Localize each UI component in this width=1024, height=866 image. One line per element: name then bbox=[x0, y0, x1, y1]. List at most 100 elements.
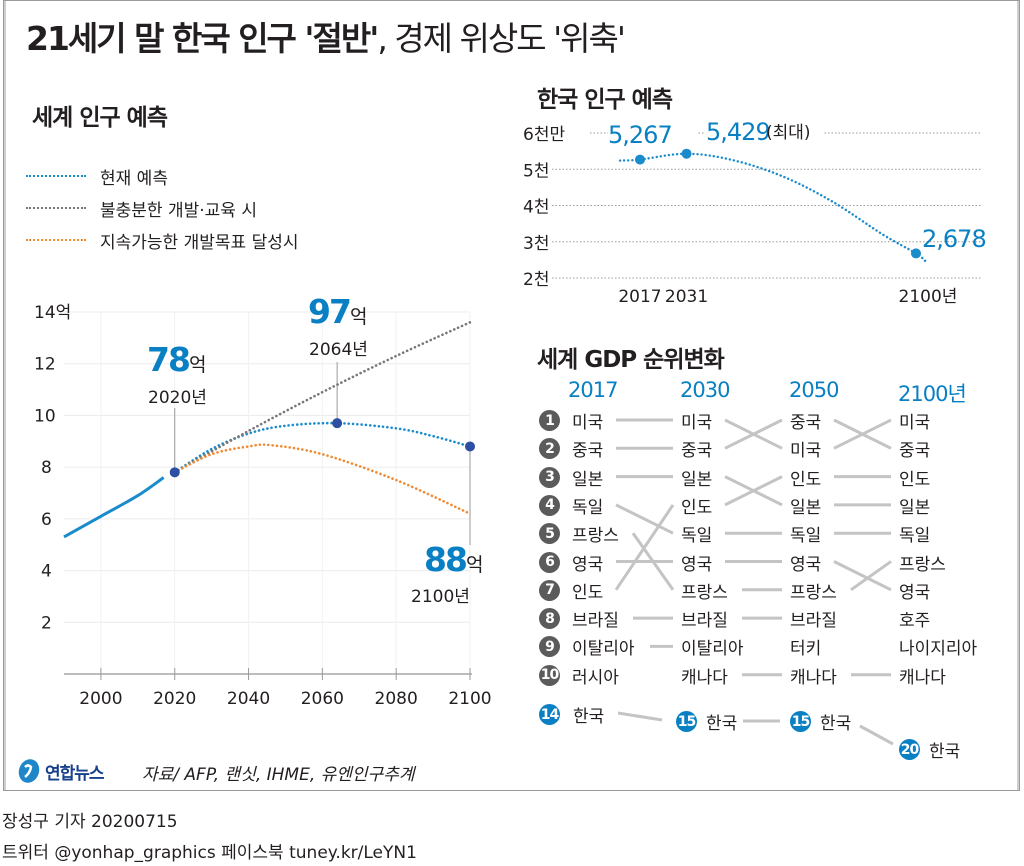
x-tick-label: 2020 bbox=[153, 689, 196, 709]
gdp-cell: 인도 bbox=[572, 582, 604, 603]
y-tick-label: 6천만 bbox=[523, 125, 565, 145]
gdp-cell: 캐나다 bbox=[790, 667, 837, 688]
series-line-0 bbox=[63, 476, 165, 539]
y-tick-label: 3천 bbox=[523, 234, 549, 254]
y-tick-label: 4천 bbox=[523, 198, 549, 218]
x-tick-label: 2040 bbox=[227, 689, 270, 709]
data-label-note: (최대) bbox=[766, 123, 811, 143]
gdp-cell: 호주 bbox=[899, 611, 931, 632]
korea-connector bbox=[617, 711, 663, 722]
legend-label: 현재 예측 bbox=[100, 168, 168, 189]
callout-value: 88 bbox=[424, 540, 468, 579]
gdp-cell: 프랑스 bbox=[681, 582, 728, 603]
callout-value: 78 bbox=[147, 340, 191, 379]
rank-badge: 10 bbox=[539, 664, 560, 686]
data-label: 5,429 bbox=[706, 118, 770, 146]
data-point-marker bbox=[332, 418, 343, 429]
gdp-cell: 독일 bbox=[572, 497, 604, 518]
rank-connector bbox=[614, 504, 675, 591]
rank-connector bbox=[833, 560, 892, 592]
data-point-marker bbox=[635, 154, 645, 165]
gdp-cell: 일본 bbox=[899, 497, 931, 518]
gdp-cell: 터키 bbox=[790, 639, 822, 660]
gdp-cell: 독일 bbox=[681, 526, 713, 547]
y-tick-label: 2천 bbox=[523, 270, 549, 290]
gdp-cell: 영국 bbox=[899, 582, 931, 603]
source-note: 자료/ AFP, 랜싯, IHME, 유엔인구추계 bbox=[142, 765, 415, 785]
gdp-cell: 미국 bbox=[572, 413, 604, 433]
world-population-chart: 2 4 6 8 10 12 14억 2000 2020 2040 2060 2080 2100 bbox=[34, 303, 492, 709]
y-tick-label: 10 bbox=[34, 406, 56, 426]
gdp-year-header: 2017 bbox=[568, 378, 618, 402]
callout-unit: 억 bbox=[188, 354, 207, 376]
korea-rank-badge: 15 bbox=[676, 711, 697, 732]
gdp-cell: 일본 bbox=[572, 469, 604, 490]
reporter-credit: 장성구 기자 20200715 bbox=[2, 812, 178, 832]
korea-gdp-cell: 한국 bbox=[820, 714, 852, 734]
logo-text: 연합뉴스 bbox=[45, 763, 105, 784]
gdp-rank-table: 2017 2030 2050 2100년 1 미국 미국 중국 미국 2 중국 중국 미국 중국 3 일본 일본… bbox=[539, 378, 978, 762]
korea-population-chart: 2천 3천 4천 5천 6천만 5,267 5,429(최대) 2,678 2017 2031 21… bbox=[523, 118, 987, 307]
gdp-cell: 프랑스 bbox=[899, 554, 946, 575]
legend-label: 불충분한 개발·교육 시 bbox=[100, 200, 257, 221]
legend-item-insufficient: 불충분한 개발·교육 시 bbox=[26, 192, 299, 224]
gdp-cell: 중국 bbox=[899, 441, 931, 462]
rank-badge: 4 bbox=[539, 494, 560, 516]
rank-badge: 2 bbox=[539, 438, 560, 460]
gdp-cell: 중국 bbox=[790, 413, 822, 433]
gdp-cell: 브라질 bbox=[572, 611, 619, 632]
yonhap-logo: 연합뉴스 bbox=[16, 758, 105, 784]
gdp-cell: 일본 bbox=[790, 497, 822, 518]
korea-rank-badge: 20 bbox=[899, 739, 920, 760]
data-point-marker bbox=[911, 248, 921, 259]
callout-year-2064: 2064년 bbox=[309, 340, 368, 360]
series-line-1 bbox=[173, 421, 472, 474]
gdp-cell: 인도 bbox=[681, 497, 713, 518]
korea-gdp-cell: 한국 bbox=[573, 707, 605, 727]
y-tick-label: 12 bbox=[34, 355, 56, 375]
legend-item-sdg: 지속가능한 개발목표 달성시 bbox=[26, 224, 299, 256]
rank-connector bbox=[850, 560, 892, 592]
gdp-cell: 프랑스 bbox=[790, 582, 837, 603]
x-tick-label: 2100년 bbox=[899, 287, 958, 307]
rank-badge: 8 bbox=[539, 608, 560, 630]
korea-gdp-cell: 한국 bbox=[929, 742, 961, 762]
x-tick-label: 2017 bbox=[618, 287, 661, 307]
gdp-cell: 미국 bbox=[681, 413, 713, 433]
korea-population-line bbox=[618, 152, 928, 263]
gdp-cell: 독일 bbox=[790, 526, 822, 547]
y-tick-label: 14억 bbox=[34, 303, 71, 323]
world-legend: 현재 예측 불충분한 개발·교육 시 지속가능한 개발목표 달성시 bbox=[26, 160, 299, 256]
social-links: 트위터 @yonhap_graphics 페이스북 tuney.kr/LeYN1 bbox=[2, 843, 417, 863]
korea-connector bbox=[859, 724, 894, 746]
legend-label: 지속가능한 개발목표 달성시 bbox=[100, 232, 299, 253]
gdp-cell: 러시아 bbox=[572, 667, 619, 688]
rank-badge: 3 bbox=[539, 466, 560, 488]
gdp-cell: 미국 bbox=[790, 441, 822, 462]
gdp-cell: 브라질 bbox=[790, 611, 837, 632]
korea-rank-badge: 14 bbox=[539, 704, 560, 725]
label-bg bbox=[608, 122, 698, 148]
rank-connectors bbox=[614, 418, 894, 746]
korea-section-title: 한국 인구 예측 bbox=[537, 87, 673, 113]
rank-badge: 6 bbox=[539, 551, 560, 573]
legend-swatch-gray bbox=[26, 207, 86, 209]
gdp-cell: 캐나다 bbox=[681, 667, 728, 688]
korea-rank-badge: 15 bbox=[790, 711, 811, 732]
rank-badge: 5 bbox=[539, 523, 560, 545]
rank-badge: 9 bbox=[539, 636, 560, 658]
rank-connector bbox=[615, 503, 674, 535]
infographic-frame bbox=[3, 0, 1020, 791]
legend-swatch-orange bbox=[26, 239, 86, 241]
gdp-cell: 독일 bbox=[899, 526, 931, 547]
gdp-cell: 인도 bbox=[899, 469, 931, 490]
x-tick-label: 2060 bbox=[301, 689, 344, 709]
data-label: 5,267 bbox=[608, 121, 672, 149]
gdp-cell: 프랑스 bbox=[572, 526, 619, 547]
gdp-year-header: 2050 bbox=[789, 378, 839, 402]
data-label: 2,678 bbox=[922, 225, 986, 253]
legend-item-current: 현재 예측 bbox=[26, 160, 299, 192]
gdp-cell: 나이지리아 bbox=[899, 639, 978, 660]
callout-year-2020: 2020년 bbox=[148, 388, 207, 408]
y-tick-label: 8 bbox=[41, 458, 52, 478]
